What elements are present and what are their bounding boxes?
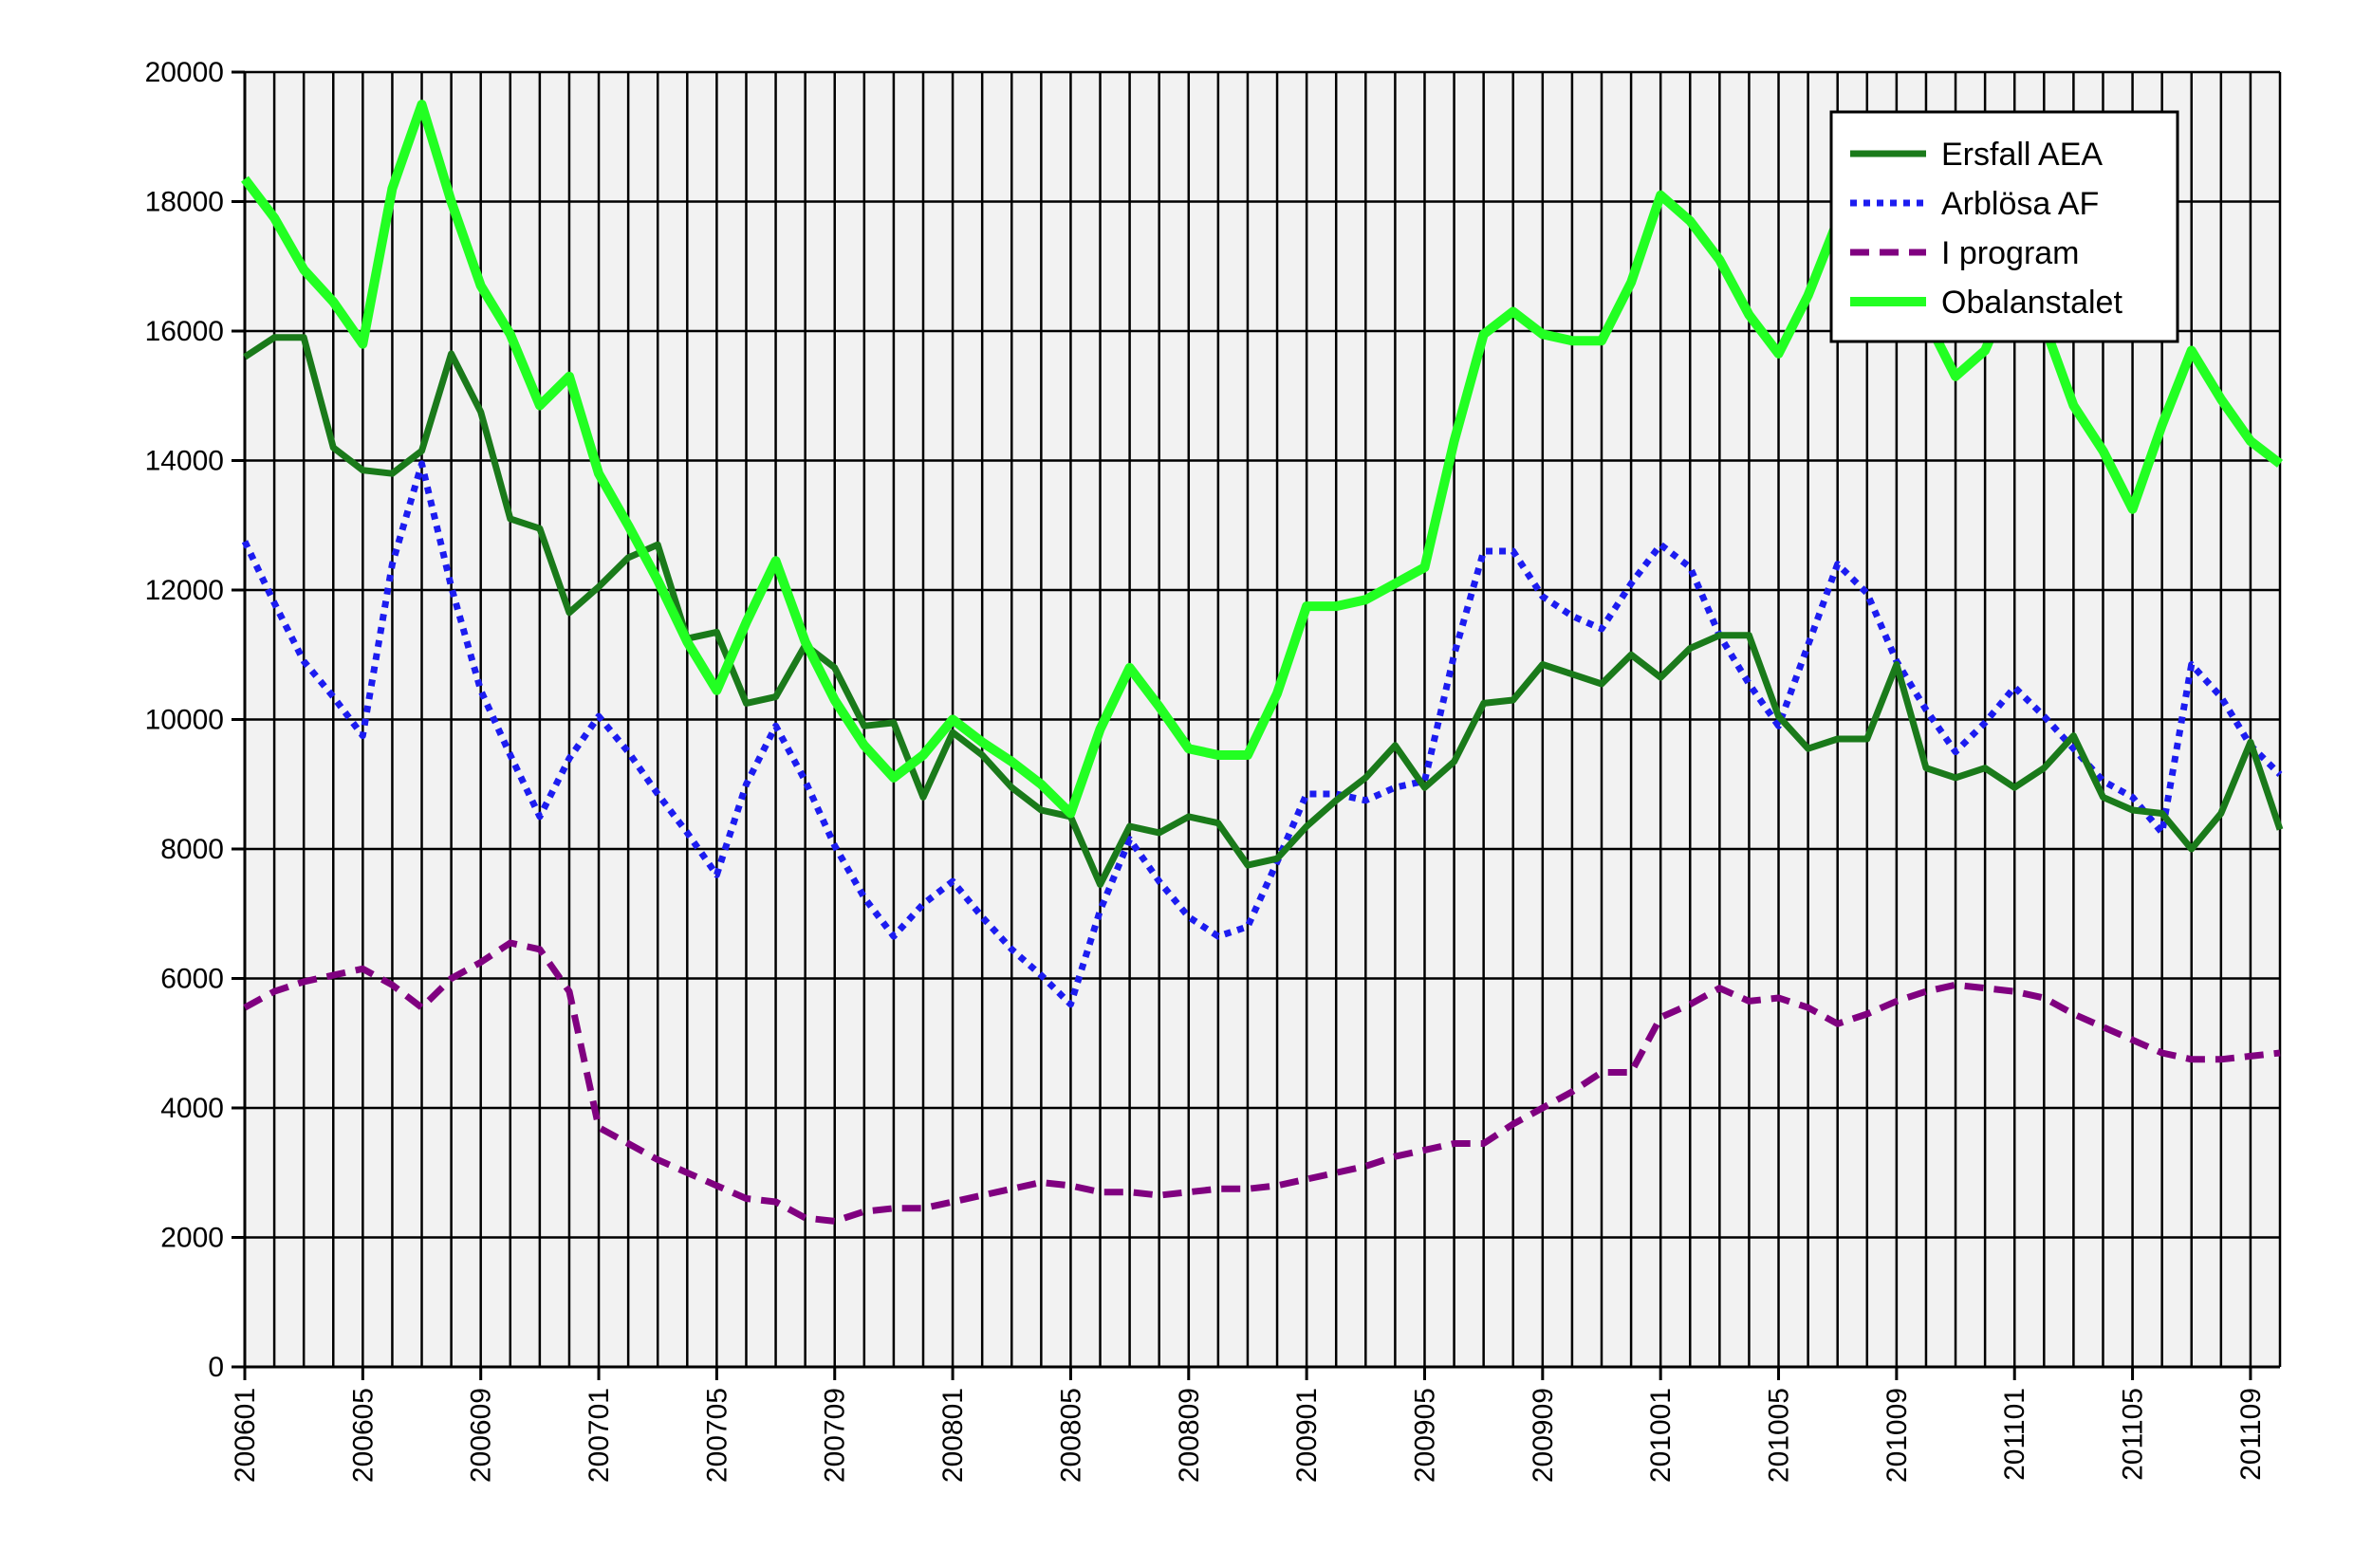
legend-label: Obalanstalet: [1941, 285, 2122, 321]
y-axis-tick-labels: 0 2000 4000 6000 8000 10000 12000 14000 16000 180…: [145, 57, 224, 1383]
y-tick-label: 16000: [145, 316, 224, 347]
x-tick-label: 200605: [347, 1388, 379, 1483]
y-tick-label: 14000: [145, 446, 224, 477]
y-tick-label: 2000: [160, 1223, 224, 1254]
x-tick-label: 200709: [820, 1388, 851, 1483]
x-tick-label: 200601: [230, 1388, 261, 1483]
legend-label: Arblösa AF: [1941, 186, 2099, 222]
axes: [232, 70, 2280, 1380]
x-tick-label: 200805: [1055, 1388, 1086, 1483]
y-tick-label: 0: [208, 1352, 224, 1383]
x-tick-label: 200901: [1291, 1388, 1323, 1483]
x-tick-label: 201005: [1764, 1388, 1795, 1483]
x-tick-label: 201101: [1999, 1388, 2030, 1481]
series-lines: [241, 100, 2284, 1225]
y-tick-label: 4000: [160, 1093, 224, 1124]
x-tick-label: 201009: [1881, 1388, 1913, 1483]
series-line-i-program: [243, 939, 2281, 1225]
y-tick-label: 12000: [145, 575, 224, 606]
x-tick-label: 201001: [1645, 1388, 1677, 1483]
y-tick-label: 10000: [145, 705, 224, 736]
x-tick-label: 200905: [1409, 1388, 1440, 1483]
y-tick-label: 18000: [145, 187, 224, 218]
series-line-ersfall-aea: [243, 334, 2284, 888]
x-tick-label: 200609: [466, 1388, 497, 1483]
x-tick-label: 200701: [584, 1388, 615, 1483]
x-tick-label: 201109: [2235, 1388, 2267, 1481]
legend-label: I program: [1941, 235, 2080, 271]
legend-label: Ersfall AEA: [1941, 137, 2103, 173]
x-tick-label: 200909: [1528, 1388, 1559, 1483]
x-tick-label: 200809: [1174, 1388, 1205, 1483]
legend: Ersfall AEA Arblösa AF I program Obalanstal…: [1829, 110, 2179, 343]
y-tick-label: 8000: [160, 834, 224, 865]
y-tick-label: 20000: [145, 57, 224, 88]
series-line-arbl-sa-af: [241, 460, 2283, 1008]
y-tick-label: 6000: [160, 964, 224, 995]
series-line-obalanstalet: [241, 100, 2284, 819]
x-tick-label: 201105: [2118, 1388, 2149, 1481]
x-tick-label: 200801: [937, 1388, 969, 1483]
x-axis-tick-labels: 200601 200605 200609 200701 200705 200709 2008…: [230, 1388, 2267, 1483]
x-tick-label: 200705: [701, 1388, 732, 1483]
